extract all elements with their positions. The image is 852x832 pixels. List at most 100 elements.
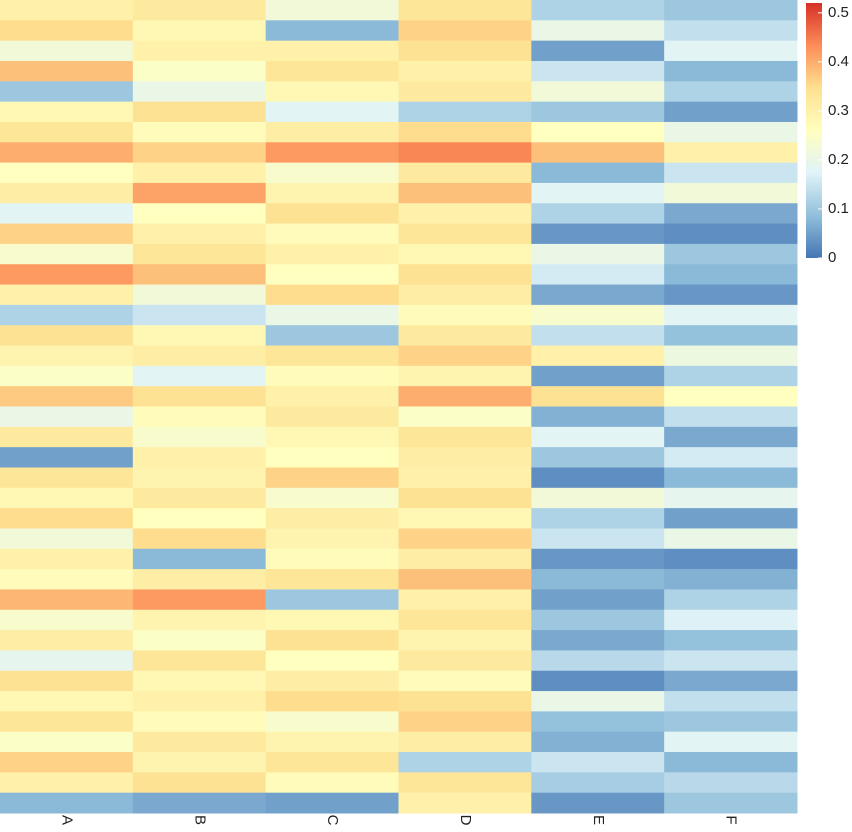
- heatmap-cell: [132, 162, 267, 184]
- heatmap-cell: [0, 345, 134, 367]
- heatmap-cell: [265, 487, 399, 509]
- heatmap-cell: [531, 81, 665, 103]
- heatmap-cell: [0, 772, 134, 794]
- heatmap-cell: [0, 447, 134, 468]
- heatmap-cell: [265, 569, 399, 590]
- heatmap-cell: [132, 182, 267, 204]
- heatmap-cell: [664, 60, 798, 82]
- x-tick-label: D: [457, 815, 474, 826]
- heatmap-cell: [0, 0, 134, 21]
- heatmap-cell: [0, 386, 134, 407]
- heatmap-cell: [265, 142, 399, 164]
- heatmap-cell: [398, 101, 532, 123]
- heatmap-cell: [132, 264, 267, 286]
- heatmap-cell: [531, 121, 665, 143]
- heatmap-cell: [132, 20, 267, 42]
- heatmap-cell: [0, 20, 134, 42]
- heatmap-cell: [531, 467, 665, 489]
- heatmap-cell: [398, 589, 532, 611]
- heatmap-cell: [664, 528, 798, 550]
- heatmap-cell: [531, 650, 665, 672]
- heatmap-cell: [265, 264, 399, 286]
- heatmap-cell: [265, 0, 399, 21]
- heatmap-cell: [398, 630, 532, 651]
- heatmap-cell: [0, 60, 134, 82]
- heatmap-cell: [531, 670, 665, 692]
- heatmap-cell: [0, 548, 134, 570]
- heatmap-cell: [265, 589, 399, 611]
- heatmap-cell: [664, 691, 798, 712]
- heatmap-cell: [531, 0, 665, 21]
- heatmap-cell: [531, 365, 665, 387]
- heatmap-cell: [531, 101, 665, 123]
- heatmap-cell: [664, 243, 798, 265]
- heatmap-cell: [265, 365, 399, 387]
- heatmap-cell: [0, 325, 134, 347]
- heatmap-cell: [531, 203, 665, 225]
- heatmap-cell: [398, 609, 532, 631]
- heatmap-cell: [132, 426, 267, 448]
- heatmap-cell: [398, 20, 532, 42]
- colorbar-tick-label: 0: [828, 249, 836, 266]
- heatmap-cell: [531, 548, 665, 570]
- heatmap-cell: [398, 711, 532, 733]
- heatmap-cell: [664, 426, 798, 448]
- heatmap-cell: [132, 406, 267, 428]
- heatmap-cell: [265, 20, 399, 42]
- heatmap-cell: [664, 0, 798, 21]
- heatmap-cell: [132, 243, 267, 265]
- heatmap-cell: [0, 630, 134, 651]
- colorbar-tick-label: 0.3: [828, 102, 849, 119]
- heatmap-cell: [132, 121, 267, 143]
- heatmap-cell: [531, 223, 665, 245]
- heatmap-cell: [265, 162, 399, 184]
- heatmap-cell: [0, 142, 134, 164]
- heatmap-cell: [664, 264, 798, 286]
- heatmap-cell: [265, 243, 399, 265]
- heatmap-cell: [265, 711, 399, 733]
- heatmap-cell: [398, 467, 532, 489]
- heatmap-cell: [531, 792, 665, 814]
- heatmap-cell: [531, 772, 665, 794]
- heatmap-cell: [0, 731, 134, 753]
- heatmap-cell: [398, 569, 532, 590]
- colorbar-tick-label: 0.4: [828, 53, 849, 70]
- heatmap-cell: [265, 60, 399, 82]
- heatmap-cell: [664, 304, 798, 326]
- heatmap-cell: [664, 711, 798, 733]
- heatmap-cell: [531, 589, 665, 611]
- heatmap-cell: [0, 243, 134, 265]
- heatmap-cell: [132, 487, 267, 509]
- heatmap-cell: [265, 650, 399, 672]
- heatmap-cell: [132, 731, 267, 753]
- heatmap-cell: [664, 142, 798, 164]
- heatmap-cell: [398, 81, 532, 103]
- heatmap-cell: [664, 284, 798, 306]
- heatmap-cell: [0, 284, 134, 306]
- heatmap-cell: [664, 487, 798, 509]
- heatmap-cell: [132, 223, 267, 245]
- heatmap-cell: [398, 0, 532, 21]
- heatmap-cell: [398, 203, 532, 225]
- heatmap-cell: [132, 548, 267, 570]
- heatmap-cell: [664, 508, 798, 529]
- heatmap-cell: [398, 528, 532, 550]
- heatmap-cell: [664, 467, 798, 489]
- heatmap-cell: [531, 487, 665, 509]
- heatmap-cell: [398, 487, 532, 509]
- heatmap-cell: [0, 711, 134, 733]
- heatmap-cell: [265, 203, 399, 225]
- heatmap-cell: [265, 752, 399, 773]
- heatmap-cell: [0, 81, 134, 103]
- heatmap-cell: [0, 203, 134, 225]
- heatmap-cell: [132, 589, 267, 611]
- heatmap-cell: [132, 609, 267, 631]
- heatmap-cell: [0, 609, 134, 631]
- heatmap-cell: [265, 40, 399, 62]
- heatmap-cell: [664, 447, 798, 468]
- heatmap-cell: [664, 548, 798, 570]
- heatmap-cell: [664, 40, 798, 62]
- heatmap-cell: [132, 711, 267, 733]
- heatmap-cell: [265, 447, 399, 468]
